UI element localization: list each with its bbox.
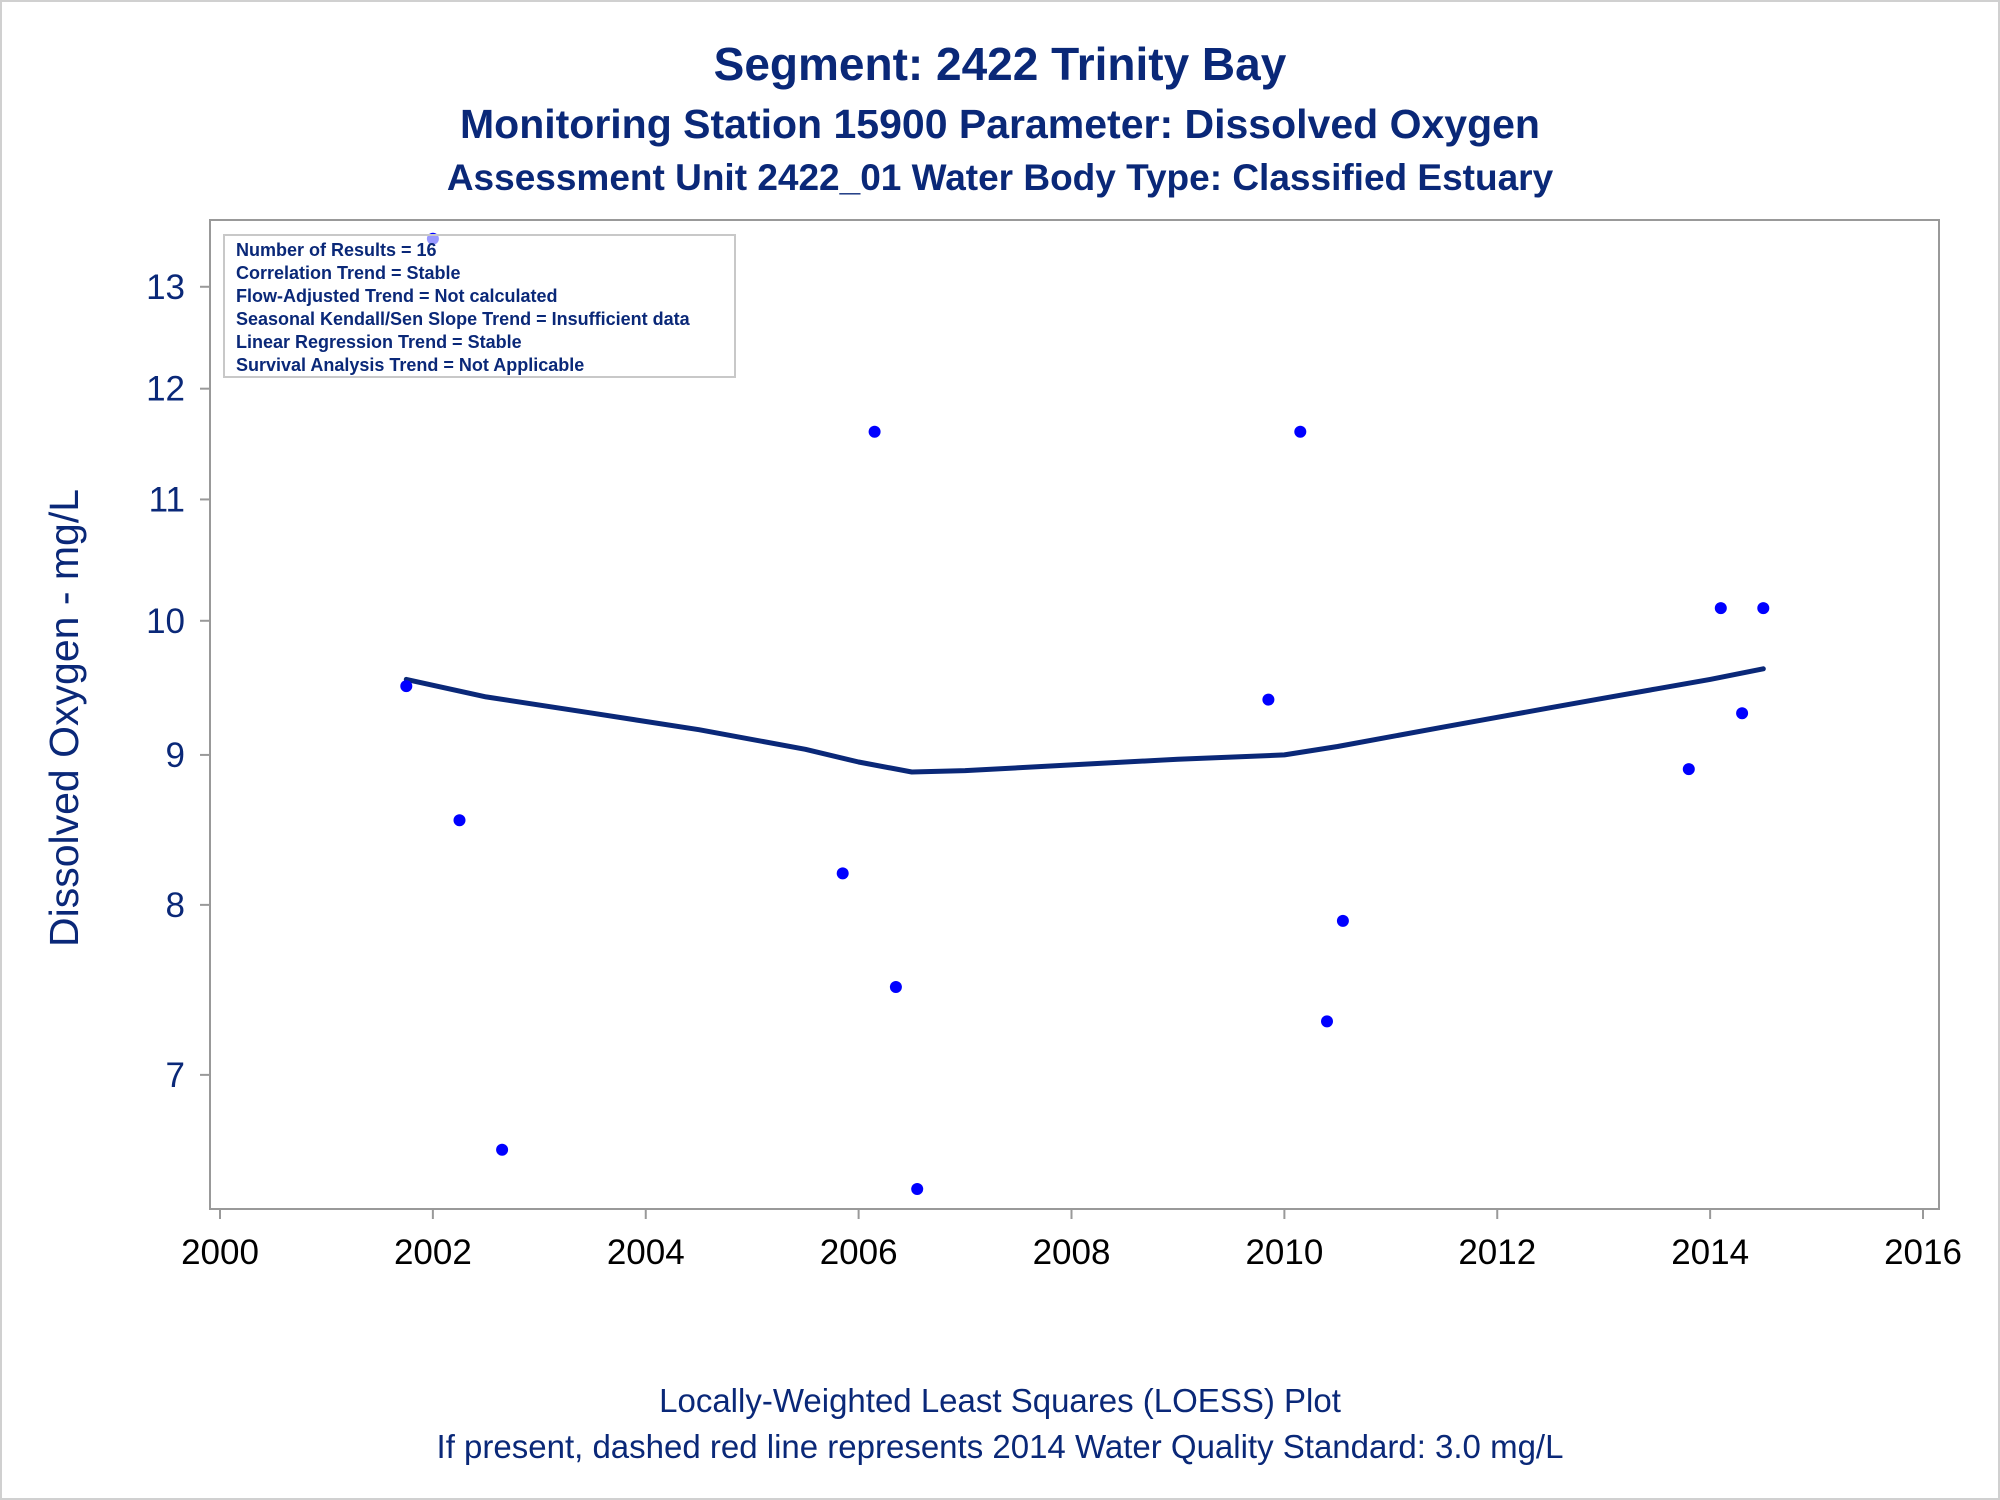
x-tick-label: 2004 [607, 1233, 685, 1272]
data-point [1262, 693, 1275, 706]
data-point [868, 425, 881, 438]
data-point [1336, 914, 1349, 927]
x-tick-label: 2010 [1245, 1233, 1323, 1272]
chart-subtitle-1: Monitoring Station 15900 Parameter: Diss… [460, 101, 1540, 147]
y-tick-label: 13 [146, 268, 185, 307]
footnote-loess: Locally-Weighted Least Squares (LOESS) P… [659, 1382, 1341, 1419]
x-tick-label: 2012 [1458, 1233, 1536, 1272]
stats-inset-line: Correlation Trend = Stable [236, 263, 461, 283]
data-point [1714, 602, 1727, 615]
data-point [1294, 425, 1307, 438]
x-tick-label: 2002 [394, 1233, 472, 1272]
x-axis: 2000 2002 2004 2006 2008 2010 2012 2014 2016 [181, 1209, 1962, 1272]
stats-inset-line: Seasonal Kendall/Sen Slope Trend = Insuf… [236, 309, 691, 329]
y-axis: 7 8 9 10 11 12 13 [146, 268, 210, 1095]
x-tick-label: 2008 [1033, 1233, 1111, 1272]
stats-inset-line: Number of Results = 16 [236, 240, 437, 260]
loess-line [403, 666, 1766, 775]
y-axis-label: Dissolved Oxygen - mg/L [41, 489, 87, 947]
x-tick-label: 2016 [1884, 1233, 1962, 1272]
chart-title: Segment: 2422 Trinity Bay [714, 38, 1287, 90]
y-tick-label: 7 [166, 1056, 185, 1095]
stats-inset-line: Flow-Adjusted Trend = Not calculated [236, 286, 558, 306]
x-tick-label: 2006 [820, 1233, 898, 1272]
data-point [1757, 602, 1770, 615]
data-point [1321, 1015, 1333, 1028]
data-point [496, 1143, 509, 1156]
data-point [836, 867, 849, 880]
y-tick-label: 11 [149, 480, 185, 519]
data-point [911, 1183, 924, 1195]
y-tick-label: 12 [146, 370, 185, 409]
stats-inset-lines: Number of Results = 16 Correlation Trend … [236, 240, 691, 375]
data-point [1682, 763, 1695, 776]
y-tick-label: 10 [146, 602, 185, 641]
data-point [453, 814, 466, 827]
data-point [1736, 707, 1749, 720]
plot-area [209, 219, 1940, 1210]
chart-subtitle-2: Assessment Unit 2422_01 Water Body Type:… [447, 157, 1554, 198]
stats-inset: Number of Results = 16 Correlation Trend … [223, 234, 736, 378]
stats-inset-line: Linear Regression Trend = Stable [236, 332, 522, 352]
x-tick-label: 2014 [1671, 1233, 1749, 1272]
footnote-standard: If present, dashed red line represents 2… [437, 1428, 1564, 1465]
stats-inset-line: Survival Analysis Trend = Not Applicable [236, 355, 584, 375]
stats-inset-box [223, 234, 736, 378]
data-point [889, 981, 902, 993]
y-tick-label: 8 [166, 886, 185, 925]
x-tick-label: 2000 [181, 1233, 259, 1272]
data-point [400, 680, 413, 693]
y-tick-label: 9 [166, 736, 185, 775]
